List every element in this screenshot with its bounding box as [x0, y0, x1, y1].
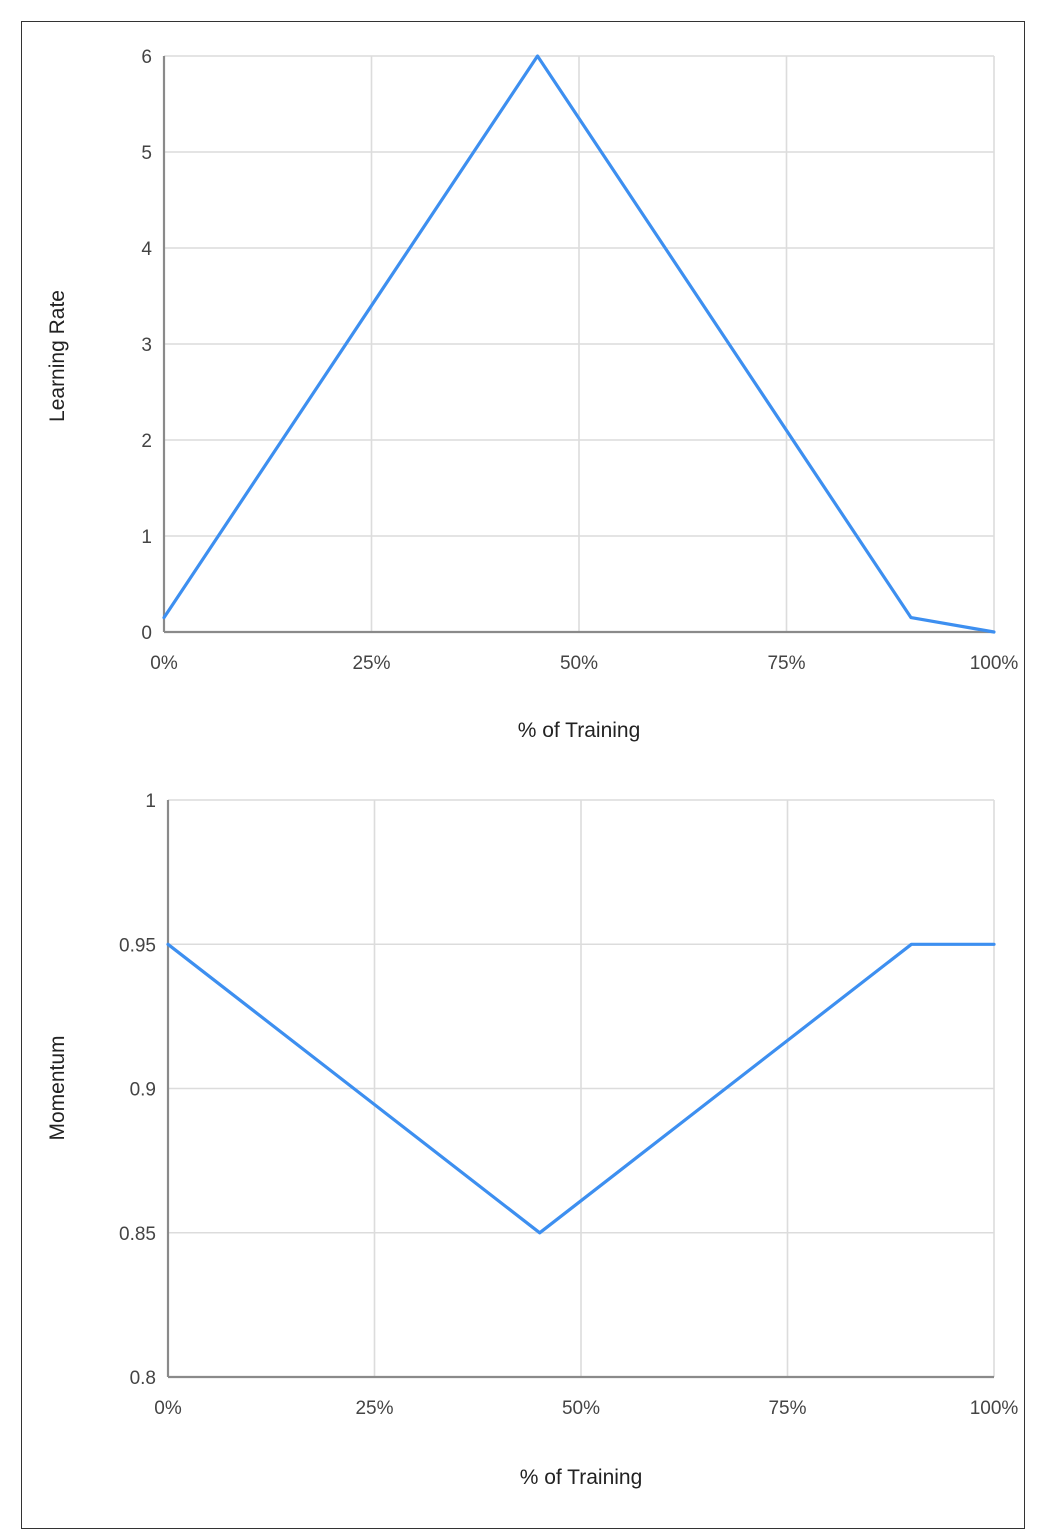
- learning-rate-x-axis-title: % of Training: [518, 719, 641, 742]
- momentum-axes: [166, 800, 994, 1379]
- momentum-y-tick-label: 0.8: [130, 1368, 156, 1389]
- learning-rate-x-tick-label: 25%: [352, 653, 390, 674]
- momentum-x-axis-title: % of Training: [520, 1466, 643, 1489]
- learning-rate-y-axis-title: Learning Rate: [46, 290, 69, 422]
- learning-rate-y-tick-label: 5: [141, 143, 152, 164]
- learning-rate-y-tick-label: 6: [141, 47, 152, 68]
- learning-rate-x-tick-label: 100%: [970, 653, 1019, 674]
- learning-rate-y-tick-label: 4: [141, 239, 152, 260]
- figure-frame: [21, 21, 1025, 1529]
- momentum-x-tick-label: 100%: [970, 1398, 1019, 1419]
- momentum-y-tick-label: 0.85: [119, 1224, 156, 1245]
- learning-rate-x-tick-label: 50%: [560, 653, 598, 674]
- learning-rate-y-tick-label: 3: [141, 335, 152, 356]
- momentum-x-tick-label: 75%: [768, 1398, 806, 1419]
- momentum-series-line: [166, 942, 996, 1235]
- momentum-y-ticks: 0.8 0.85 0.9 0.95 1: [119, 791, 156, 1389]
- learning-rate-grid: [164, 55, 995, 632]
- momentum-y-axis-title: Momentum: [46, 1035, 69, 1140]
- momentum-x-tick-label: 50%: [562, 1398, 600, 1419]
- learning-rate-line-series: [162, 54, 996, 634]
- learning-rate-x-ticks: 0% 25% 50% 75% 100%: [150, 653, 1018, 674]
- learning-rate-y-ticks: 0 1 2 3 4 5 6: [141, 47, 152, 644]
- momentum-chart: 0% 25% 50% 75% 100% 0.8 0.85 0.9 0.95 1 % of Tra…: [46, 791, 1018, 1489]
- momentum-y-tick-label: 0.9: [130, 1080, 156, 1101]
- learning-rate-axes: [162, 56, 994, 634]
- momentum-y-tick-label: 1: [145, 791, 156, 812]
- learning-rate-x-tick-label: 0%: [150, 653, 178, 674]
- momentum-line-series: [166, 942, 996, 1235]
- learning-rate-y-tick-label: 0: [141, 623, 152, 644]
- learning-rate-series-line: [162, 54, 996, 634]
- learning-rate-chart: 0% 25% 50% 75% 100% 0 1 2 3 4 5 6 % of Training Le…: [46, 47, 1018, 742]
- momentum-x-ticks: 0% 25% 50% 75% 100%: [154, 1398, 1018, 1419]
- momentum-x-tick-label: 0%: [154, 1398, 182, 1419]
- learning-rate-y-tick-label: 2: [141, 431, 152, 452]
- learning-rate-x-tick-label: 75%: [767, 653, 805, 674]
- momentum-x-tick-label: 25%: [355, 1398, 393, 1419]
- momentum-y-tick-label: 0.95: [119, 935, 156, 956]
- learning-rate-y-tick-label: 1: [141, 527, 152, 548]
- momentum-grid: [168, 799, 995, 1377]
